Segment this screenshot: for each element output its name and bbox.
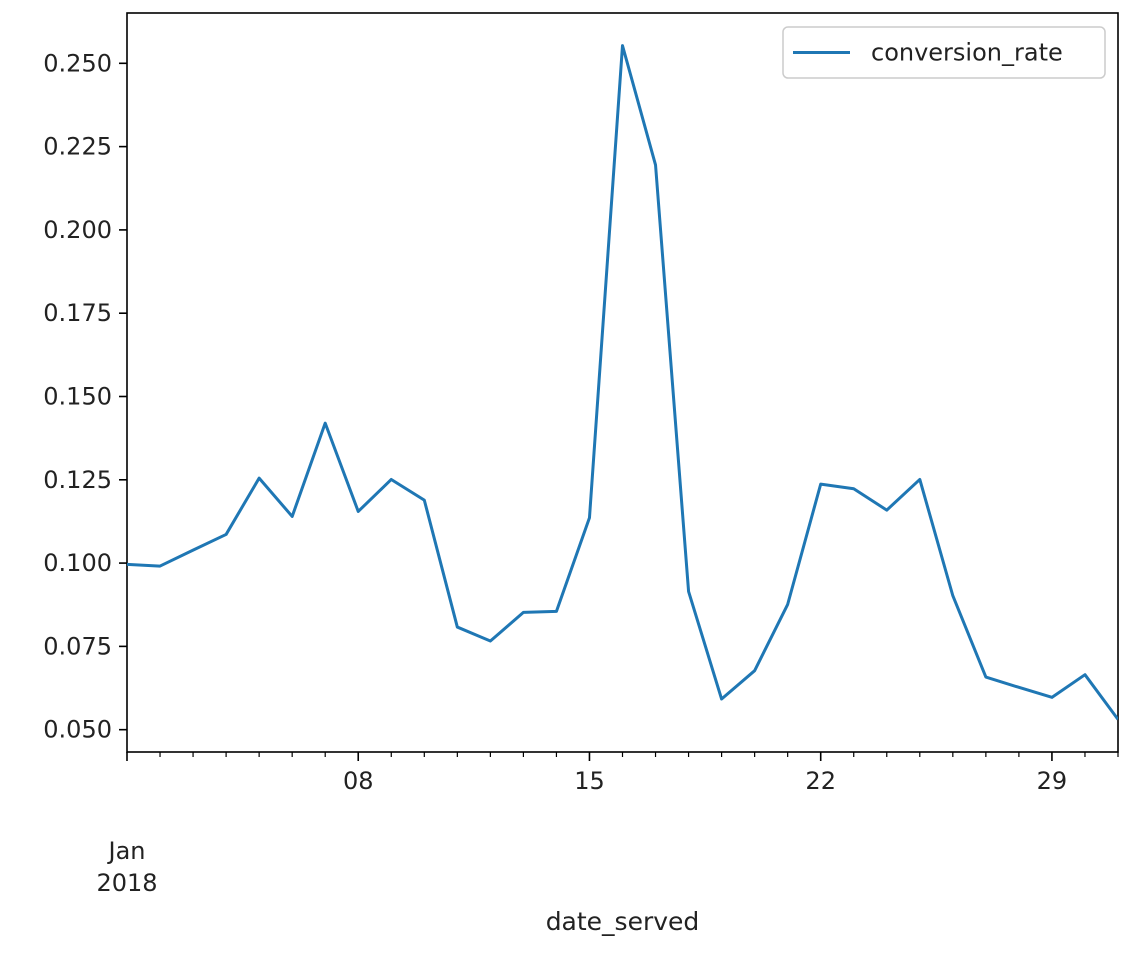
y-tick-label: 0.175 — [43, 299, 112, 327]
legend-box — [782, 26, 1106, 79]
y-tick-label: 0.100 — [43, 549, 112, 577]
y-tick-label: 0.050 — [43, 716, 112, 744]
legend: conversion_rate — [782, 26, 1106, 79]
axes-frame — [126, 12, 1119, 753]
x-tick-label: 29 — [1037, 767, 1068, 795]
x-tick-label: 15 — [574, 767, 605, 795]
series-layer — [127, 44, 1118, 721]
y-axis-ticks: 0.050 0.075 0.100 0.125 0.150 0.175 0.200 0.225… — [43, 49, 127, 744]
y-tick-label: 0.075 — [43, 632, 112, 660]
x-tick-label-month: Jan — [107, 837, 146, 865]
y-tick-label: 0.150 — [43, 382, 112, 410]
x-tick-label: 22 — [805, 767, 836, 795]
plot-area — [126, 12, 1119, 753]
x-axis-label: date_served — [546, 907, 700, 936]
y-tick-label: 0.200 — [43, 216, 112, 244]
y-tick-label: 0.125 — [43, 466, 112, 494]
x-tick-label-year: 2018 — [96, 869, 157, 897]
y-tick-label: 0.225 — [43, 133, 112, 161]
legend-label: conversion_rate — [871, 39, 1063, 67]
y-tick-label: 0.250 — [43, 49, 112, 77]
x-axis-ticks: 08 15 22 29 Jan 2018 — [96, 752, 1119, 897]
x-tick-label: 08 — [343, 767, 374, 795]
series-line-conversion-rate — [127, 44, 1118, 721]
